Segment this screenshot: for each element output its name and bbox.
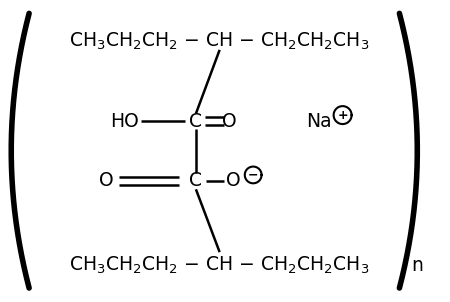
Text: C: C (189, 172, 202, 191)
Text: C: C (189, 111, 202, 130)
Text: CH$_3$CH$_2$CH$_2$ $-$ CH $-$ CH$_2$CH$_2$CH$_3$: CH$_3$CH$_2$CH$_2$ $-$ CH $-$ CH$_2$CH$_… (69, 30, 370, 52)
Text: HO: HO (110, 111, 139, 130)
Text: O: O (226, 172, 240, 191)
Text: n: n (411, 256, 423, 275)
Text: +: + (338, 109, 348, 122)
Text: O: O (222, 111, 237, 130)
Text: CH$_3$CH$_2$CH$_2$ $-$ CH $-$ CH$_2$CH$_2$CH$_3$: CH$_3$CH$_2$CH$_2$ $-$ CH $-$ CH$_2$CH$_… (69, 255, 370, 276)
Text: −: − (248, 169, 258, 182)
Text: O: O (99, 172, 114, 191)
Text: Na: Na (306, 111, 332, 130)
